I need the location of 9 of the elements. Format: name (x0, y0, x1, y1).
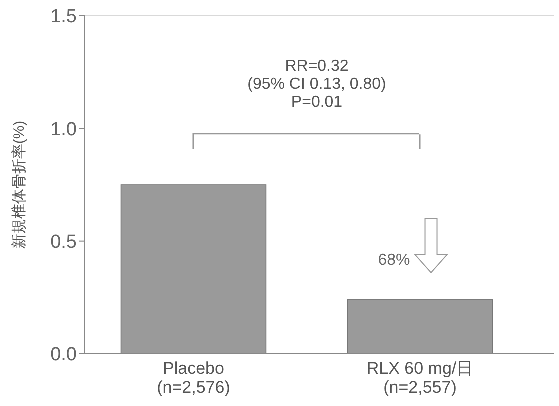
annotation: 68% (378, 252, 410, 269)
y-tick-label: 1.0 (50, 119, 77, 140)
x-tick-label: RLX 60 mg/日 (n=2,557) (366, 359, 474, 397)
y-tick-label: 0.5 (50, 232, 77, 253)
annotation: RR=0.32 (95% CI 0.13, 0.80) P=0.01 (248, 58, 386, 112)
y-axis-title: 新規椎体骨折率(%) (11, 120, 28, 250)
y-tick-label: 0.0 (50, 344, 77, 366)
y-tick-label: 1.5 (50, 6, 77, 28)
x-tick-label: Placebo (n=2,576) (157, 359, 230, 397)
